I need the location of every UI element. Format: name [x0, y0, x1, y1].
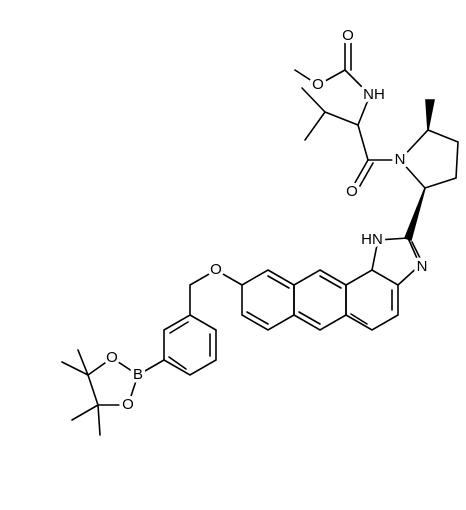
atom-label: NH	[363, 86, 385, 103]
atom-labels: O O NH O N HN N O B O O	[103, 23, 431, 416]
atom-label: N	[417, 258, 428, 275]
atom-label: O	[210, 261, 222, 278]
bonds	[61, 37, 459, 436]
atom-label: O	[106, 349, 118, 366]
atom-label: B	[133, 366, 143, 383]
atom-label: O	[342, 27, 354, 44]
atom-label: O	[122, 396, 134, 413]
atom-label: N	[395, 151, 406, 168]
atom-label: O	[312, 76, 324, 93]
atom-label: O	[346, 183, 358, 200]
atom-label: HN	[361, 231, 383, 248]
